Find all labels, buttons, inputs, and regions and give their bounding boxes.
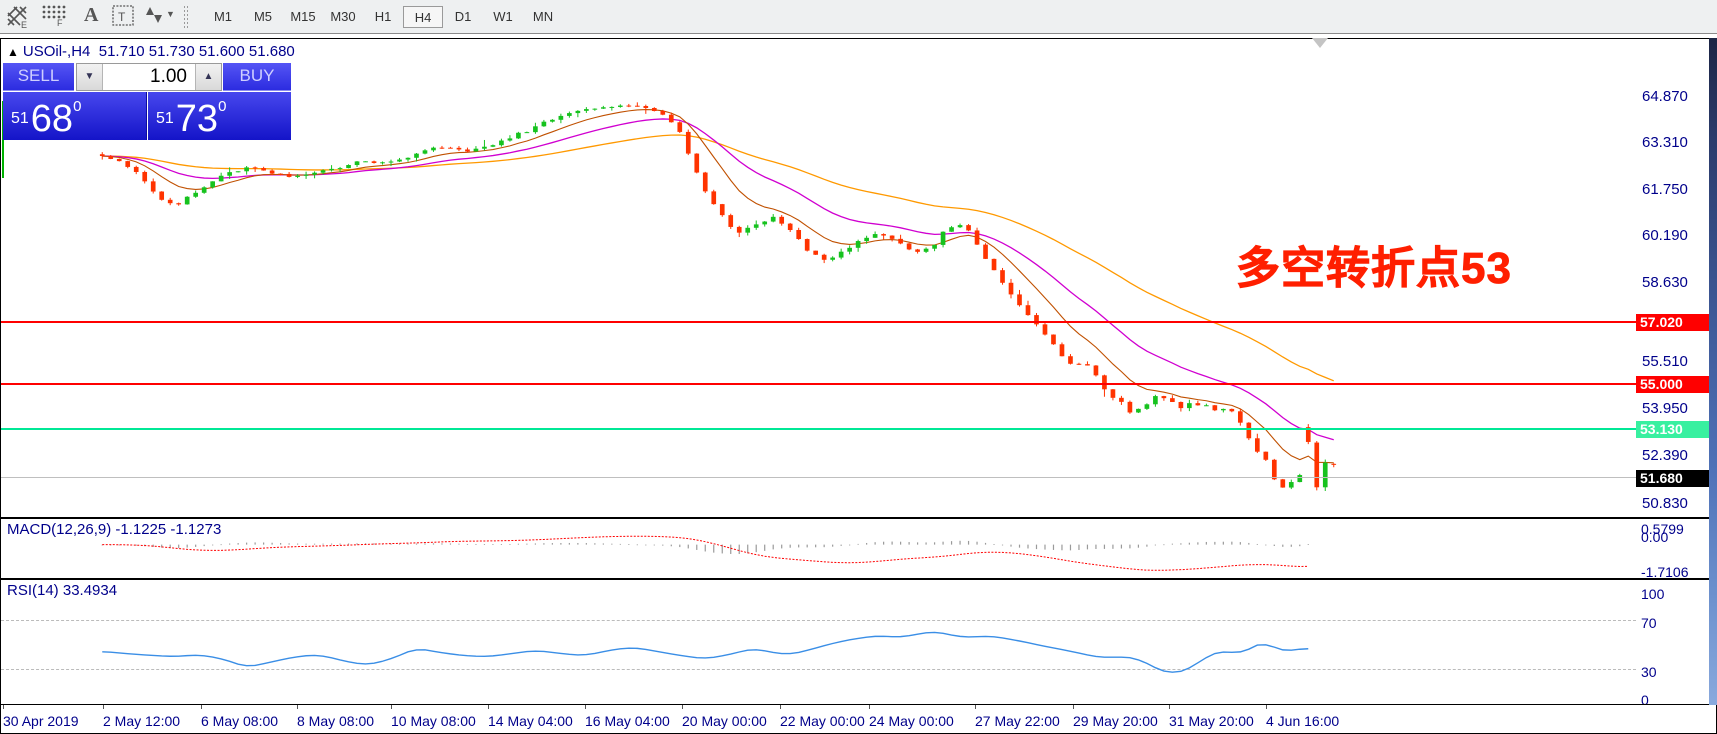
svg-text:F: F	[57, 18, 63, 27]
svg-text:T: T	[118, 10, 126, 24]
svg-text:E: E	[21, 20, 27, 29]
